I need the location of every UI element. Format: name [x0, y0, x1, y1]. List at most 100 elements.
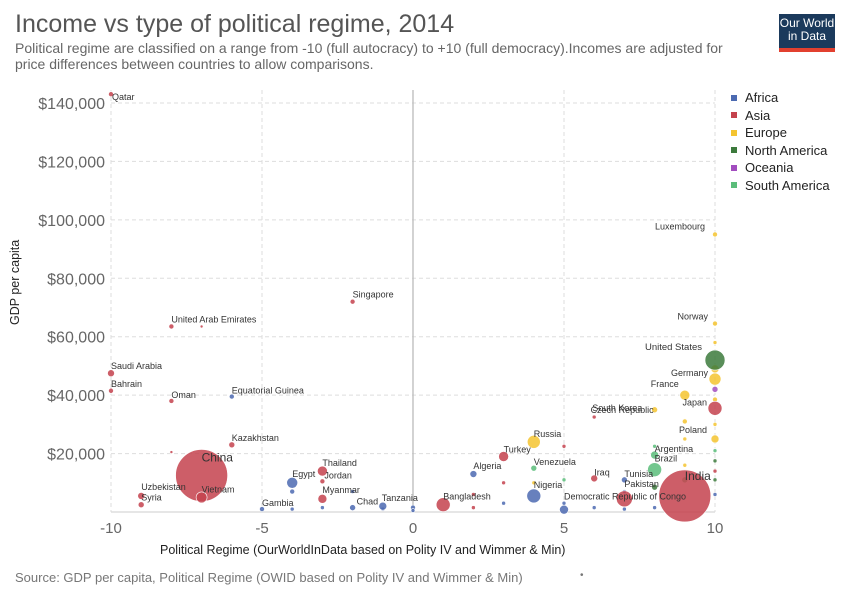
data-point	[289, 506, 295, 512]
data-point	[435, 497, 451, 512]
data-point	[228, 441, 236, 449]
point-label: Bangladesh	[443, 492, 491, 502]
data-point	[651, 406, 658, 414]
data-point	[710, 434, 720, 444]
point-label: Luxembourg	[655, 221, 705, 231]
source-note: Source: GDP per capita, Political Regime…	[15, 570, 523, 585]
point-label: Thailand	[322, 458, 357, 468]
data-point	[561, 477, 567, 483]
point-label: Turkey	[504, 444, 532, 454]
y-axis-label: GDP per capita	[8, 239, 22, 325]
point-label: Brazil	[655, 454, 678, 464]
data-point	[647, 462, 662, 477]
point-label: Poland	[679, 425, 707, 435]
data-point	[286, 476, 299, 489]
data-point	[526, 488, 542, 504]
data-point	[108, 91, 114, 98]
legend-label: North America	[745, 142, 828, 158]
point-label: Pakistan	[624, 479, 659, 489]
grid-layer	[110, 90, 716, 513]
point-label: Kazakhstan	[232, 433, 279, 443]
chart-subtitle: Political regime are classified on a ran…	[15, 40, 723, 72]
data-point	[168, 323, 175, 330]
point-label: Oman	[171, 390, 196, 400]
legend-item[interactable]: Africa	[731, 90, 830, 108]
data-point	[651, 483, 658, 491]
legend-item[interactable]: North America	[731, 143, 830, 161]
chart-title: Income vs type of political regime, 2014	[15, 10, 455, 38]
legend-label: Africa	[745, 90, 779, 105]
point-label: Vietnam	[202, 484, 235, 494]
y-tick-label: $60,000	[47, 330, 105, 347]
point-label: Tunisia	[624, 469, 653, 479]
point-label: Qatar	[112, 92, 135, 102]
legend-swatch	[731, 164, 737, 171]
point-label: Russia	[534, 429, 562, 439]
point-label: Iraq	[594, 467, 610, 477]
y-tick-label: $80,000	[47, 271, 105, 288]
data-point	[168, 398, 175, 404]
y-tick-label: $40,000	[47, 388, 105, 405]
data-point	[199, 324, 204, 329]
data-point	[712, 468, 718, 474]
data-point	[169, 450, 174, 454]
data-point	[658, 469, 712, 523]
x-tick-label: 0	[409, 520, 417, 537]
data-point	[561, 443, 567, 449]
x-tick-label: -5	[255, 520, 268, 537]
data-point	[712, 477, 718, 483]
data-point	[712, 422, 718, 427]
owid-logo[interactable]: Our World in Data	[779, 14, 835, 52]
data-point	[107, 369, 115, 378]
data-point	[652, 505, 657, 510]
point-label: Argentina	[655, 444, 694, 454]
legend-label: South America	[745, 177, 830, 193]
x-axis-label: Political Regime (OurWorldInData based o…	[160, 543, 566, 557]
legend-swatch	[731, 129, 737, 136]
legend-item[interactable]: South America	[731, 178, 830, 196]
legend-swatch	[731, 94, 737, 101]
legend-swatch	[731, 147, 737, 154]
point-label: United States	[645, 342, 702, 353]
data-point	[137, 501, 145, 508]
legend-item[interactable]: Europe	[731, 125, 830, 143]
data-point	[349, 504, 356, 511]
point-label: Equatorial Guinea	[232, 386, 304, 396]
data-point	[498, 451, 509, 462]
source-text: Source: GDP per capita, Political Regime…	[15, 570, 523, 585]
point-label: Syria	[141, 493, 162, 503]
data-point	[471, 505, 476, 510]
point-label: Chad	[357, 497, 379, 507]
point-label: Egypt	[292, 469, 316, 479]
point-label: Norway	[677, 312, 708, 322]
data-point	[682, 436, 688, 442]
point-label: Japan	[682, 397, 707, 407]
y-tick-label: $140,000	[38, 96, 105, 113]
legend-item[interactable]: Asia	[731, 108, 830, 126]
legend-item[interactable]: Oceania	[731, 160, 830, 178]
data-point	[501, 480, 506, 486]
data-point	[712, 492, 718, 497]
data-point	[526, 435, 541, 449]
data-point	[350, 489, 355, 494]
data-point	[319, 478, 326, 485]
point-label: Jordan	[324, 470, 352, 480]
data-point	[531, 480, 537, 486]
legend-label: Europe	[745, 125, 787, 140]
data-point	[469, 470, 478, 478]
point-label: Uzbekistan	[141, 482, 186, 492]
data-point	[410, 508, 416, 513]
y-tick-label: $120,000	[38, 154, 105, 171]
point-label: South Korea	[592, 403, 642, 413]
data-point	[501, 500, 506, 506]
data-point	[108, 387, 114, 394]
data-point	[712, 340, 718, 345]
data-point	[622, 506, 627, 512]
data-point	[559, 504, 569, 515]
point-label: Venezuela	[534, 457, 576, 467]
data-point	[591, 505, 597, 510]
data-point	[378, 501, 388, 511]
data-point	[707, 400, 723, 416]
data-point	[530, 464, 538, 472]
